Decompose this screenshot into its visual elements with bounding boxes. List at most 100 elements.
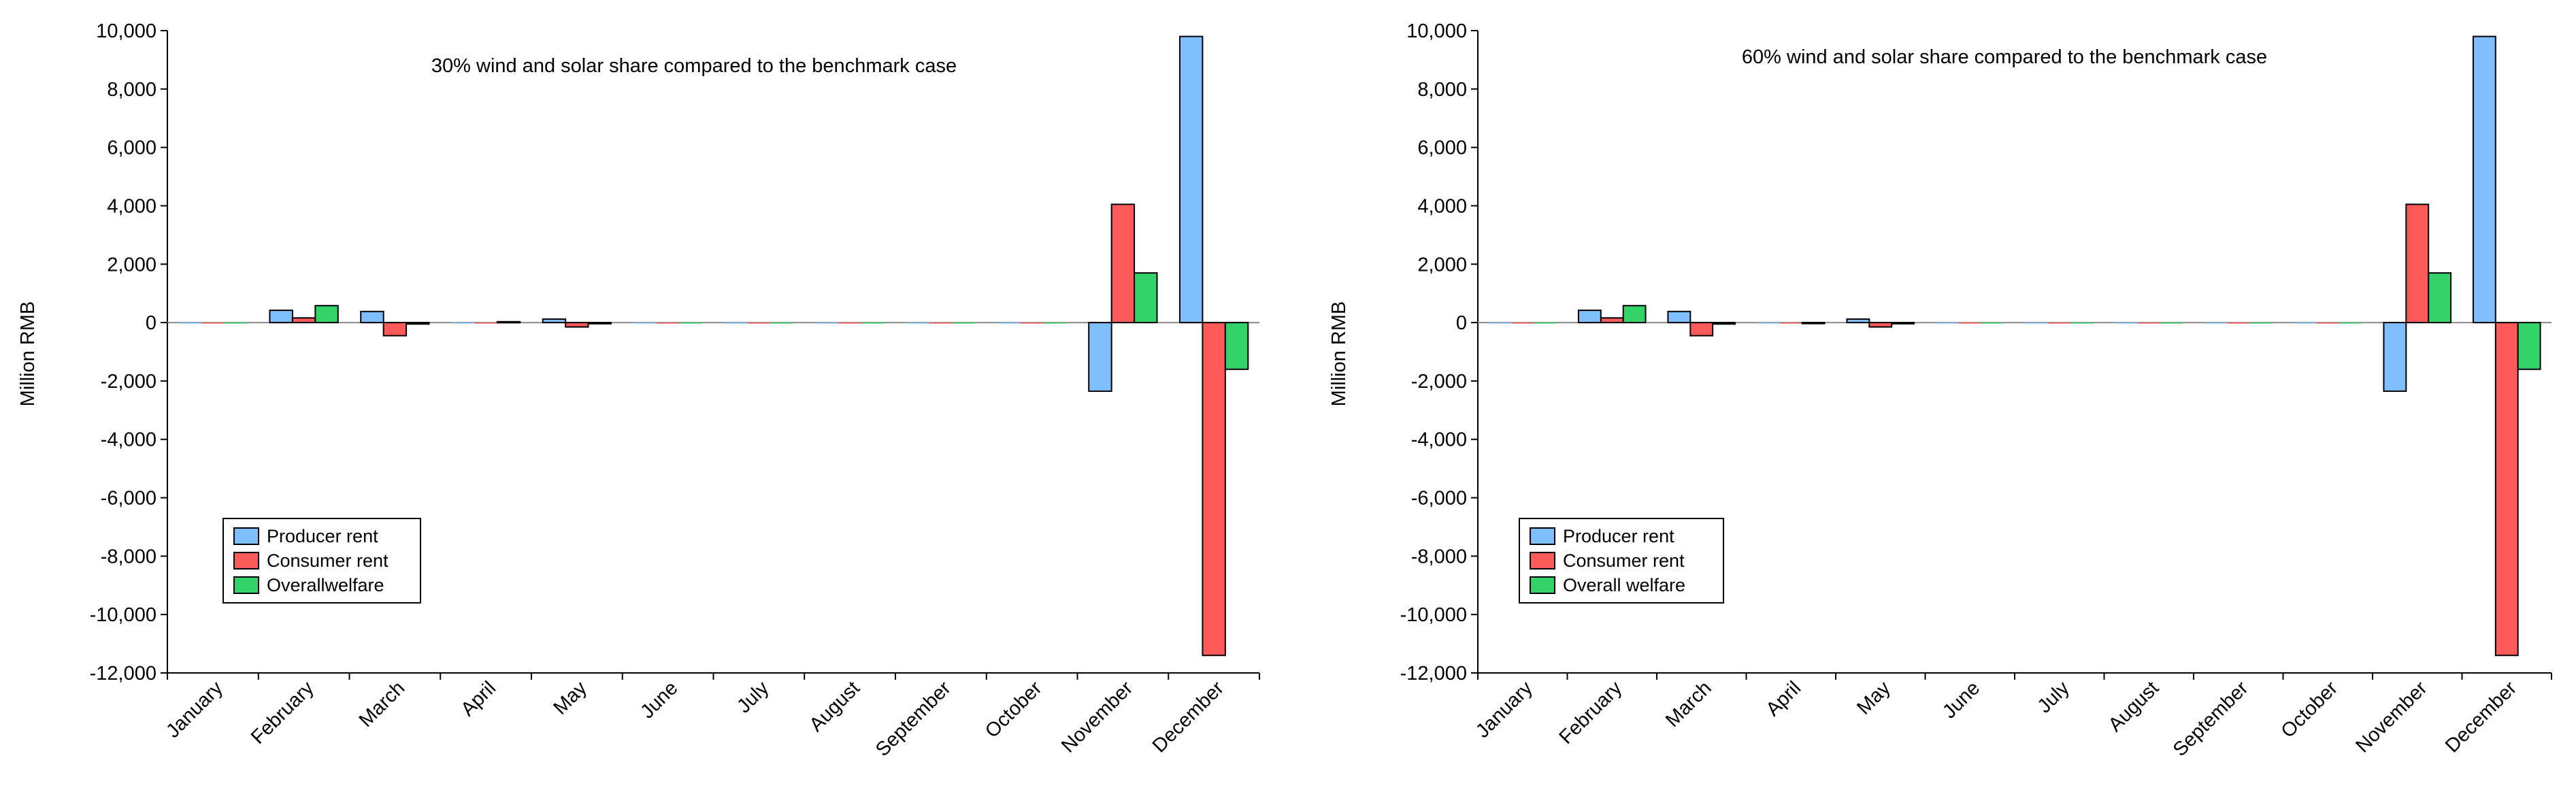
bar-consumer-rent-august [2138, 323, 2160, 324]
bar-consumer-rent-january [1511, 323, 1534, 324]
legend-swatch-overallwelfare [234, 577, 259, 593]
bar-consumer-rent-december [1202, 323, 1225, 655]
y-tick-label: 6,000 [1417, 137, 1467, 159]
bar-overallwelfare-march [406, 323, 429, 324]
legend-swatch-consumer-rent [1530, 552, 1555, 569]
y-tick-label: 10,000 [96, 20, 156, 42]
x-tick-label-january: January [162, 677, 227, 742]
bar-consumer-rent-september [2227, 323, 2249, 324]
bar-consumer-rent-june [657, 323, 679, 324]
bar-overall-welfare-january [1534, 323, 1556, 324]
bar-overall-welfare-november [2428, 273, 2451, 323]
bar-consumer-rent-march [1690, 323, 1713, 335]
y-tick-label: -4,000 [1411, 429, 1467, 451]
chart-60-percent: 60% wind and solar share compared to the… [1328, 20, 2552, 761]
bar-overall-welfare-december [2518, 323, 2541, 369]
y-tick-label: -8,000 [1411, 546, 1467, 567]
y-tick-label: -6,000 [1411, 488, 1467, 510]
x-tick-label-april: April [1762, 677, 1806, 721]
y-tick-label: -12,000 [90, 663, 156, 684]
bar-consumer-rent-march [384, 323, 406, 335]
bar-overall-welfare-july [2070, 323, 2093, 324]
legend-swatch-producer-rent [1530, 528, 1555, 544]
y-tick-label: -12,000 [1400, 663, 1467, 684]
x-tick-label-november: November [1057, 677, 1137, 757]
y-axis-label: Million RMB [1328, 301, 1350, 407]
bar-overallwelfare-november [1134, 273, 1157, 323]
bar-producer-rent-march [1668, 312, 1690, 323]
bar-producer-rent-december [2473, 37, 2496, 323]
legend-label-consumer-rent: Consumer rent [267, 550, 389, 571]
bar-overallwelfare-january [225, 323, 247, 324]
bar-producer-rent-february [1579, 310, 1601, 323]
bar-overall-welfare-april [1802, 323, 1825, 324]
bar-consumer-rent-october [2317, 323, 2339, 324]
bar-producer-rent-november [2383, 323, 2406, 391]
bar-producer-rent-august [2115, 323, 2138, 324]
bar-overallwelfare-may [589, 323, 611, 324]
x-tick-label-february: February [1555, 677, 1627, 748]
bar-producer-rent-september [2205, 323, 2227, 324]
bar-producer-rent-july [725, 323, 747, 324]
x-tick-label-june: June [636, 677, 682, 723]
y-tick-label: 0 [146, 312, 156, 334]
bar-overall-welfare-march [1713, 323, 1735, 324]
bar-consumer-rent-august [838, 323, 861, 324]
legend-swatch-producer-rent [234, 528, 259, 544]
y-tick-label: -10,000 [1400, 604, 1467, 626]
bar-producer-rent-april [1757, 323, 1780, 324]
x-tick-label-august: August [2104, 677, 2163, 736]
bar-producer-rent-february [269, 310, 292, 323]
y-tick-label: -2,000 [101, 371, 156, 393]
x-tick-label-august: August [806, 677, 864, 736]
x-tick-label-february: February [247, 677, 318, 748]
x-tick-label-january: January [1472, 677, 1537, 742]
x-tick-label-december: December [1149, 677, 1228, 757]
legend-label-producer-rent: Producer rent [1563, 526, 1674, 546]
y-tick-label: 8,000 [1417, 79, 1467, 101]
y-tick-label: -4,000 [101, 429, 156, 451]
x-tick-label-june: June [1938, 677, 1984, 723]
bar-overall-welfare-june [1981, 323, 2004, 324]
chart-30-percent: 30% wind and solar share compared to the… [17, 20, 1259, 761]
bar-producer-rent-august [816, 323, 838, 324]
bar-producer-rent-march [361, 312, 383, 323]
bar-overallwelfare-august [861, 323, 884, 324]
y-tick-label: -6,000 [101, 488, 156, 510]
bar-consumer-rent-november [1112, 204, 1134, 323]
bar-producer-rent-july [2026, 323, 2048, 324]
bar-producer-rent-may [543, 319, 565, 323]
bar-overall-welfare-may [1892, 323, 1914, 324]
x-tick-label-may: May [549, 677, 591, 719]
bar-consumer-rent-november [2406, 204, 2428, 323]
y-tick-label: 4,000 [1417, 195, 1467, 217]
bar-consumer-rent-february [1601, 318, 1623, 323]
y-tick-label: -8,000 [101, 546, 156, 567]
legend-label-overall-welfare: Overall welfare [1563, 575, 1685, 595]
bar-producer-rent-may [1847, 319, 1869, 323]
bar-consumer-rent-january [201, 323, 224, 324]
bar-consumer-rent-may [1869, 323, 1892, 327]
bar-producer-rent-october [997, 323, 1020, 324]
x-tick-label-april: April [457, 677, 500, 721]
legend: Producer rent Consumer rent Overallwelfare [223, 518, 420, 603]
x-tick-label-july: July [733, 677, 773, 717]
bar-overallwelfare-october [1043, 323, 1066, 324]
bar-producer-rent-june [1936, 323, 1959, 324]
y-tick-label: 8,000 [107, 79, 156, 101]
x-tick-label-july: July [2034, 677, 2074, 717]
bar-overall-welfare-february [1623, 306, 1646, 323]
bar-consumer-rent-may [565, 323, 588, 327]
y-tick-label: 2,000 [1417, 254, 1467, 276]
y-tick-label: 2,000 [107, 254, 156, 276]
legend: Producer rent Consumer rent Overall welfar… [1519, 518, 1723, 603]
chart-canvas: 30% wind and solar share compared to the… [0, 0, 2576, 792]
x-tick-label-may: May [1853, 677, 1895, 719]
bar-producer-rent-january [1489, 323, 1511, 324]
bar-consumer-rent-april [1780, 323, 1802, 324]
x-tick-label-october: October [981, 677, 1046, 742]
legend-label-producer-rent: Producer rent [267, 526, 378, 546]
y-axis-label: Million RMB [17, 301, 39, 407]
x-tick-label-september: September [872, 677, 955, 761]
x-tick-label-march: March [355, 677, 410, 731]
